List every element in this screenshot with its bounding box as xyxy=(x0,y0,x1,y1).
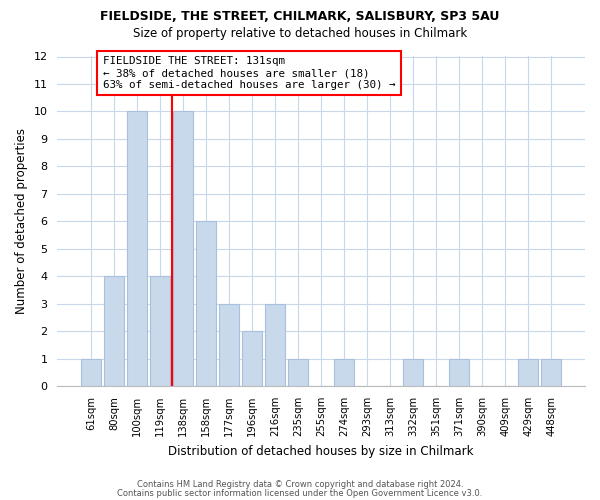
Bar xyxy=(220,304,239,386)
Bar xyxy=(289,358,308,386)
Text: FIELDSIDE THE STREET: 131sqm
← 38% of detached houses are smaller (18)
63% of se: FIELDSIDE THE STREET: 131sqm ← 38% of de… xyxy=(103,56,395,90)
Bar xyxy=(449,358,469,386)
Bar xyxy=(541,358,561,386)
Bar xyxy=(151,276,170,386)
X-axis label: Distribution of detached houses by size in Chilmark: Distribution of detached houses by size … xyxy=(169,444,474,458)
Bar xyxy=(265,304,285,386)
Bar xyxy=(104,276,124,386)
Text: Contains public sector information licensed under the Open Government Licence v3: Contains public sector information licen… xyxy=(118,488,482,498)
Text: Contains HM Land Registry data © Crown copyright and database right 2024.: Contains HM Land Registry data © Crown c… xyxy=(137,480,463,489)
Bar xyxy=(518,358,538,386)
Bar xyxy=(242,331,262,386)
Bar xyxy=(82,358,101,386)
Y-axis label: Number of detached properties: Number of detached properties xyxy=(15,128,28,314)
Bar xyxy=(334,358,354,386)
Bar xyxy=(196,222,216,386)
Text: Size of property relative to detached houses in Chilmark: Size of property relative to detached ho… xyxy=(133,28,467,40)
Text: FIELDSIDE, THE STREET, CHILMARK, SALISBURY, SP3 5AU: FIELDSIDE, THE STREET, CHILMARK, SALISBU… xyxy=(100,10,500,23)
Bar xyxy=(173,112,193,386)
Bar xyxy=(127,112,147,386)
Bar xyxy=(403,358,423,386)
